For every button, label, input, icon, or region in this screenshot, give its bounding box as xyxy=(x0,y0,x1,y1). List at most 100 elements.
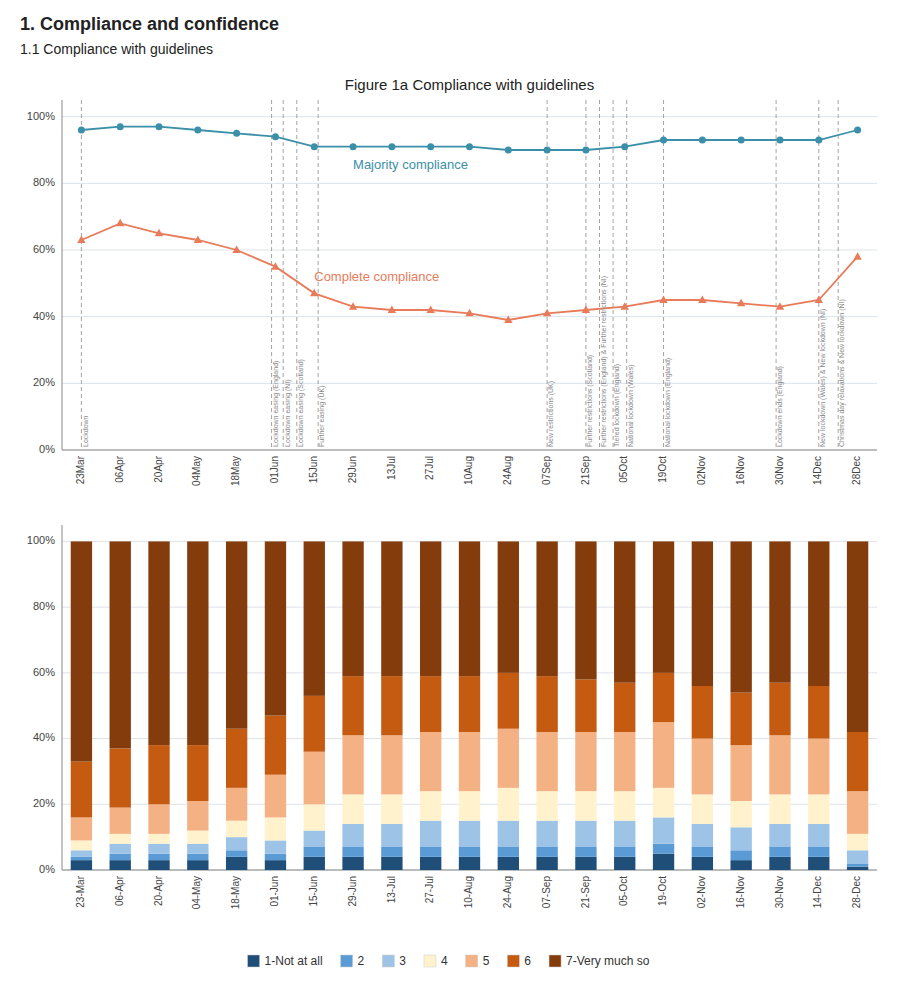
bar-segment xyxy=(110,808,131,834)
bar-segment xyxy=(536,541,557,676)
x-tick-label: 07Sep xyxy=(541,456,552,485)
series-label: Majority compliance xyxy=(353,157,468,172)
legend-label: 2 xyxy=(358,954,365,968)
bar-segment xyxy=(226,541,247,728)
bar-segment xyxy=(498,788,519,821)
y-tick-label: 60% xyxy=(33,666,55,678)
y-tick-label: 100% xyxy=(27,110,55,122)
x-tick-label: 15Jun xyxy=(308,456,319,483)
bar-segment xyxy=(575,679,596,732)
bar-segment xyxy=(808,847,829,857)
x-tick-label: 04May xyxy=(191,456,202,486)
event-label: Lockdown ends (England) xyxy=(776,366,784,447)
bar-segment xyxy=(614,732,635,791)
bar-segment xyxy=(847,791,868,834)
bar-segment xyxy=(692,541,713,686)
y-tick-label: 20% xyxy=(33,797,55,809)
bar-segment xyxy=(148,804,169,834)
x-tick-label: 18-May xyxy=(230,876,241,909)
bar-segment xyxy=(304,804,325,830)
bar-segment xyxy=(575,541,596,679)
legend-item: 6 xyxy=(507,954,531,968)
bar-segment xyxy=(614,791,635,821)
marker xyxy=(853,252,861,259)
bar-segment xyxy=(614,683,635,732)
bar-segment xyxy=(614,857,635,870)
x-tick-label: 14Dec xyxy=(812,456,823,485)
event-label: Tiered lockdown (England) xyxy=(613,364,621,447)
bar-segment xyxy=(692,794,713,824)
legend-item: 2 xyxy=(341,954,365,968)
bar-segment xyxy=(536,821,557,847)
bar-segment xyxy=(769,847,790,857)
legend-label: 6 xyxy=(524,954,531,968)
bar-segment xyxy=(71,762,92,818)
bar-segment xyxy=(420,857,441,870)
bar-segment xyxy=(265,854,286,861)
marker xyxy=(388,306,396,314)
marker xyxy=(426,306,434,314)
legend-swatch xyxy=(424,955,436,967)
marker xyxy=(698,296,706,304)
event-label: Christmas day relaxations & New lockdown… xyxy=(838,299,846,447)
bar-segment xyxy=(265,541,286,715)
bar-segment xyxy=(498,857,519,870)
bar-segment xyxy=(226,837,247,850)
bar-segment xyxy=(459,676,480,732)
bar-segment xyxy=(653,673,674,722)
x-tick-label: 23Mar xyxy=(75,455,86,484)
bar-segment xyxy=(536,732,557,791)
bar-segment xyxy=(148,854,169,861)
x-tick-label: 27Jul xyxy=(424,456,435,480)
marker xyxy=(699,137,706,144)
bar-segment xyxy=(187,860,208,870)
bar-segment xyxy=(265,840,286,853)
chart-title: Figure 1a Compliance with guidelines xyxy=(345,76,594,93)
legend: 1-Not at all234567-Very much so xyxy=(248,954,650,968)
bar-segment xyxy=(381,857,402,870)
bar-segment xyxy=(808,541,829,686)
y-tick-label: 80% xyxy=(33,176,55,188)
x-tick-label: 04-May xyxy=(191,876,202,909)
x-tick-label: 27-Jul xyxy=(424,876,435,903)
bar-segment xyxy=(653,817,674,843)
page: 1. Compliance and confidence1.1 Complian… xyxy=(0,0,897,993)
legend-swatch xyxy=(341,955,353,967)
bar-segment xyxy=(498,821,519,847)
event-label: Further easing (UK) xyxy=(318,386,326,447)
bar-segment xyxy=(265,775,286,818)
bar-segment xyxy=(420,821,441,847)
bar-segment xyxy=(187,844,208,854)
bar-segment xyxy=(459,847,480,857)
bar-segment xyxy=(148,745,169,804)
series-label: Complete compliance xyxy=(314,269,439,284)
bar-segment xyxy=(187,854,208,861)
bar-segment xyxy=(342,541,363,676)
bar-segment xyxy=(653,844,674,854)
x-tick-label: 05-Oct xyxy=(618,876,629,906)
marker xyxy=(505,147,512,154)
bar-segment xyxy=(304,696,325,752)
bar-segment xyxy=(187,541,208,745)
marker xyxy=(272,133,279,140)
y-tick-label: 0% xyxy=(39,863,55,875)
y-axis-line xyxy=(62,525,63,870)
bar-segment xyxy=(342,735,363,794)
bar-segment xyxy=(730,850,751,860)
bar-segment xyxy=(381,794,402,824)
bar-segment xyxy=(459,732,480,791)
bar-segment xyxy=(498,541,519,672)
bar-segment xyxy=(730,745,751,801)
marker xyxy=(232,246,240,254)
legend-label: 4 xyxy=(441,954,448,968)
bar-segment xyxy=(575,821,596,847)
grid-line xyxy=(62,450,877,451)
marker xyxy=(504,316,512,324)
marker xyxy=(77,236,85,244)
bar-segment xyxy=(808,794,829,824)
marker xyxy=(621,143,628,150)
bar-segment xyxy=(653,788,674,818)
bar-segment xyxy=(847,850,868,863)
x-tick-label: 28-Dec xyxy=(851,876,862,908)
plot-area xyxy=(71,541,869,870)
